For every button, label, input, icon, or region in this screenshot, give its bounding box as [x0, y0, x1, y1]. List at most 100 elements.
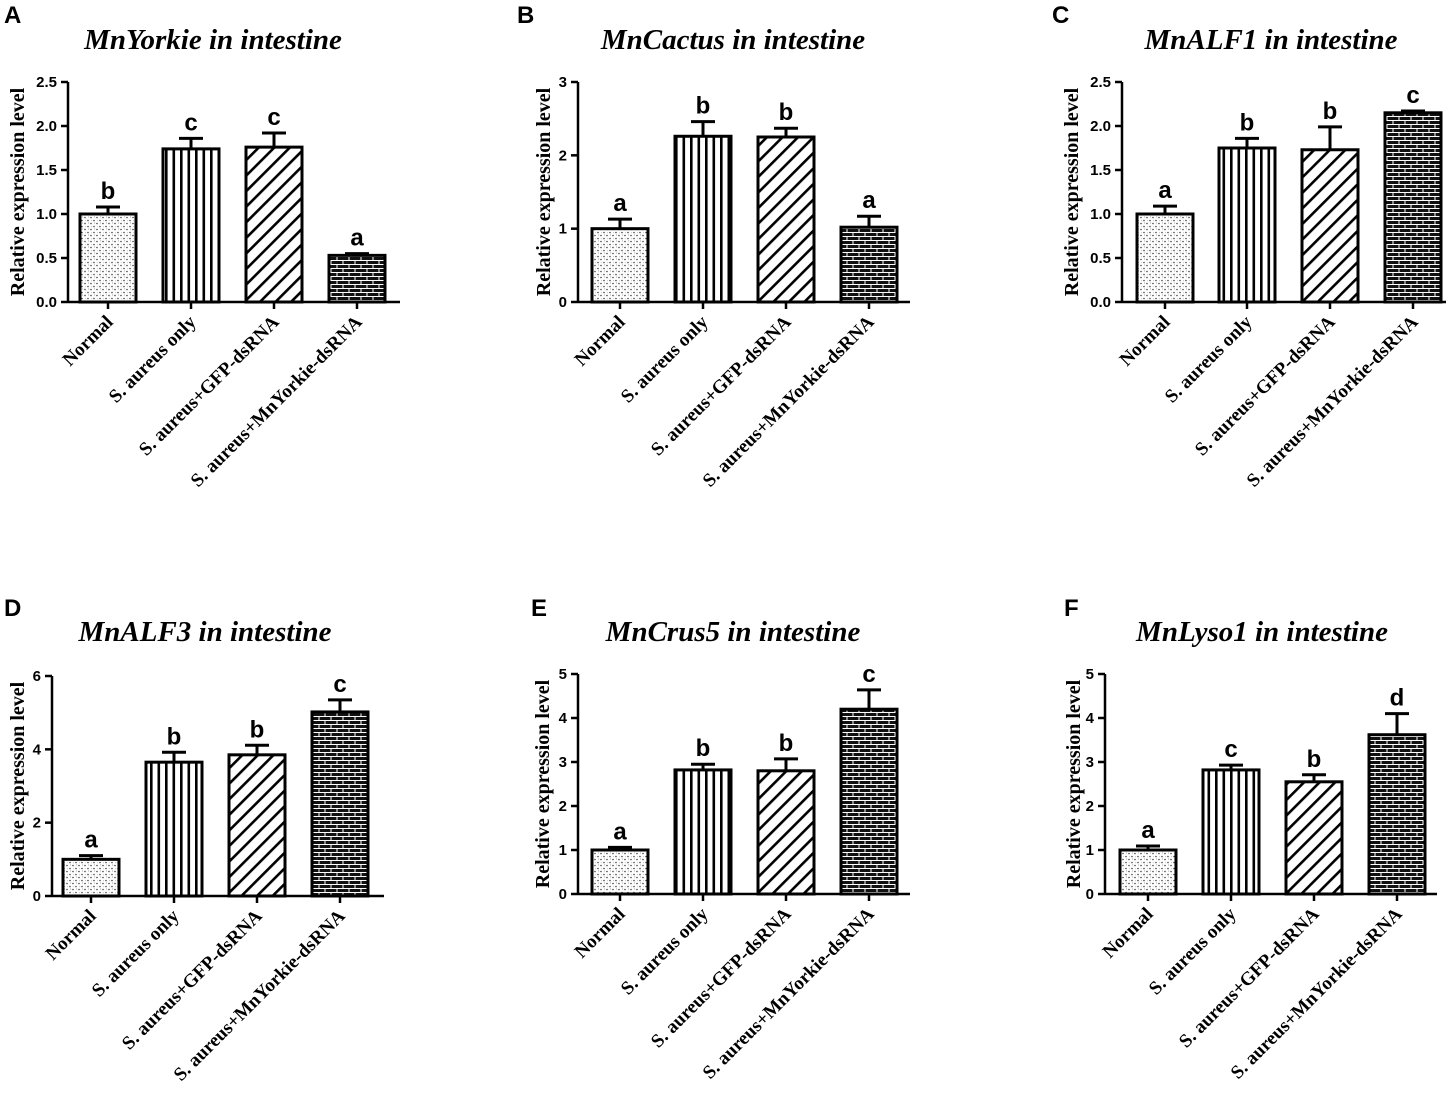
panel-d-significance-normal: a [84, 827, 98, 854]
panel-b-significance-s-aureus-mnyorkie-dsrna: a [862, 187, 876, 214]
panel-d-significance-s-aureus-mnyorkie-dsrna: c [333, 671, 346, 698]
panel-a-y-tick-label: 2.5 [36, 74, 57, 91]
panel-c-letter: C [1052, 2, 1069, 29]
panel-c-category-label-normal: Normal [1116, 312, 1175, 371]
panel-c-y-tick-label: 0.0 [1090, 294, 1111, 311]
panel-d-y-tick-label: 4 [33, 741, 42, 758]
panel-f-significance-s-aureus-only: c [1224, 736, 1237, 763]
panel-c-title: MnALF1 in intestine [1143, 24, 1397, 56]
panel-e: E MnCrus5 in intestine Relative expression… [531, 595, 910, 1083]
panel-d-bar-s-aureus-only [144, 760, 204, 898]
panel-d-category-label-s-aureus-mnyorkie-dsrna: S. aureus+MnYorkie-dsRNA [170, 905, 350, 1085]
panel-e-y-tick-label: 1 [559, 842, 567, 859]
panel-a-y-tick-label: 2.0 [36, 118, 57, 135]
panel-b-bar-s-aureus-gfp-dsrna [756, 135, 816, 304]
panel-c-significance-s-aureus-mnyorkie-dsrna: c [1406, 82, 1419, 109]
panel-d-y-tick-label: 2 [33, 815, 41, 832]
panel-a-y-axis-label: Relative expression level [7, 87, 29, 296]
panel-f: F MnLyso1 in intestine Relative expression… [1063, 595, 1437, 1083]
panel-b-y-tick-label: 3 [559, 74, 567, 91]
panel-d: D MnALF3 in intestine Relative expression … [4, 595, 384, 1085]
panel-b-significance-normal: a [613, 190, 627, 217]
panel-a-category-label-s-aureus-mnyorkie-dsrna: S. aureus+MnYorkie-dsRNA [187, 311, 367, 491]
panel-b-category-label-s-aureus-mnyorkie-dsrna: S. aureus+MnYorkie-dsRNA [699, 311, 879, 491]
panel-f-y-tick-label: 5 [1086, 666, 1094, 683]
panel-a-letter: A [4, 2, 21, 29]
panel-f-bar-s-aureus-only [1201, 768, 1261, 896]
panel-f-significance-s-aureus-gfp-dsrna: b [1307, 746, 1322, 773]
panel-b-category-label-s-aureus-gfp-dsrna: S. aureus+GFP-dsRNA [647, 311, 796, 460]
panel-e-y-axis-label: Relative expression level [532, 679, 554, 888]
panel-b-y-axis-label: Relative expression level [533, 87, 555, 296]
panel-e-bar-s-aureus-only [673, 768, 733, 896]
panel-b-letter: B [517, 2, 534, 29]
panel-e-y-tick-label: 3 [559, 754, 567, 771]
panel-a-y-tick-label: 0.5 [36, 250, 57, 267]
panel-e-bar-s-aureus-gfp-dsrna [756, 769, 816, 896]
panel-f-significance-normal: a [1141, 817, 1155, 844]
panel-a-bar-s-aureus-only [161, 147, 221, 304]
panel-f-category-label-s-aureus-gfp-dsrna: S. aureus+GFP-dsRNA [1175, 903, 1324, 1052]
panel-d-y-tick-label: 0 [33, 888, 41, 905]
panel-a-significance-normal: b [101, 178, 116, 205]
panel-a-significance-s-aureus-mnyorkie-dsrna: a [350, 225, 364, 252]
panel-d-significance-s-aureus-gfp-dsrna: b [250, 716, 265, 743]
panel-b-significance-s-aureus-only: b [696, 93, 711, 120]
panel-b-bar-s-aureus-only [673, 134, 733, 304]
panel-b-title: MnCactus in intestine [600, 24, 865, 56]
panel-c-y-tick-label: 1.5 [1090, 162, 1111, 179]
panel-a-significance-s-aureus-only: c [184, 109, 197, 136]
panel-c-category-label-s-aureus-mnyorkie-dsrna: S. aureus+MnYorkie-dsRNA [1243, 311, 1423, 491]
panel-b-category-label-normal: Normal [571, 312, 630, 371]
panel-b: B MnCactus in intestine Relative expressio… [517, 2, 910, 491]
panel-f-y-tick-label: 3 [1086, 754, 1094, 771]
panel-d-title: MnALF3 in intestine [77, 616, 331, 648]
panel-f-y-tick-label: 1 [1086, 842, 1094, 859]
panel-d-y-axis-label: Relative expression level [7, 681, 29, 890]
panel-e-significance-s-aureus-mnyorkie-dsrna: c [862, 661, 875, 688]
panel-b-y-tick-label: 0 [559, 294, 567, 311]
panel-d-category-label-normal: Normal [42, 906, 101, 965]
panel-d-category-label-s-aureus-gfp-dsrna: S. aureus+GFP-dsRNA [118, 905, 267, 1054]
panel-c-y-tick-label: 2.0 [1090, 118, 1111, 135]
panel-a-title: MnYorkie in intestine [83, 24, 342, 56]
panel-d-y-tick-label: 6 [33, 668, 41, 685]
panel-e-significance-s-aureus-only: b [696, 735, 711, 762]
panel-a-y-tick-label: 1.0 [36, 206, 57, 223]
panel-a-category-label-normal: Normal [59, 312, 118, 371]
panel-c-significance-s-aureus-gfp-dsrna: b [1323, 98, 1338, 125]
panel-d-letter: D [4, 595, 21, 622]
panel-e-bar-s-aureus-mnyorkie-dsrna [839, 707, 899, 896]
panel-e-title: MnCrus5 in intestine [605, 616, 861, 648]
panel-c-bar-s-aureus-gfp-dsrna [1300, 148, 1360, 304]
panel-e-y-tick-label: 0 [559, 886, 567, 903]
panel-f-bar-s-aureus-mnyorkie-dsrna [1367, 733, 1427, 896]
panel-f-bar-normal [1118, 848, 1178, 896]
panel-c-bar-normal [1135, 212, 1195, 304]
panel-c-significance-s-aureus-only: b [1240, 109, 1255, 136]
panel-e-category-label-s-aureus-gfp-dsrna: S. aureus+GFP-dsRNA [647, 903, 796, 1052]
panel-f-y-tick-label: 2 [1086, 798, 1094, 815]
panel-e-y-tick-label: 4 [559, 710, 568, 727]
panel-f-letter: F [1064, 595, 1079, 622]
panel-e-significance-s-aureus-gfp-dsrna: b [779, 730, 794, 757]
panel-a-y-tick-label: 0.0 [36, 294, 57, 311]
panel-a-significance-s-aureus-gfp-dsrna: c [267, 104, 280, 131]
panel-b-significance-s-aureus-gfp-dsrna: b [779, 99, 794, 126]
panel-a-bar-s-aureus-mnyorkie-dsrna [327, 253, 387, 304]
panel-f-category-label-s-aureus-mnyorkie-dsrna: S. aureus+MnYorkie-dsRNA [1227, 903, 1407, 1083]
panel-f-category-label-normal: Normal [1099, 904, 1158, 963]
panel-c-y-tick-label: 0.5 [1090, 250, 1111, 267]
panel-b-bar-normal [590, 227, 650, 304]
panel-f-bar-s-aureus-gfp-dsrna [1284, 780, 1344, 896]
panel-c-significance-normal: a [1158, 177, 1172, 204]
panel-d-bar-s-aureus-mnyorkie-dsrna [310, 710, 370, 898]
panel-a-y-tick-label: 1.5 [36, 162, 57, 179]
panel-f-y-tick-label: 4 [1086, 710, 1095, 727]
panel-c-category-label-s-aureus-gfp-dsrna: S. aureus+GFP-dsRNA [1191, 311, 1340, 460]
panel-e-bar-normal [590, 848, 650, 896]
panel-d-significance-s-aureus-only: b [167, 723, 182, 750]
panel-a-bar-s-aureus-gfp-dsrna [244, 145, 304, 304]
panel-c: C MnALF1 in intestine Relative expression … [1052, 2, 1446, 491]
